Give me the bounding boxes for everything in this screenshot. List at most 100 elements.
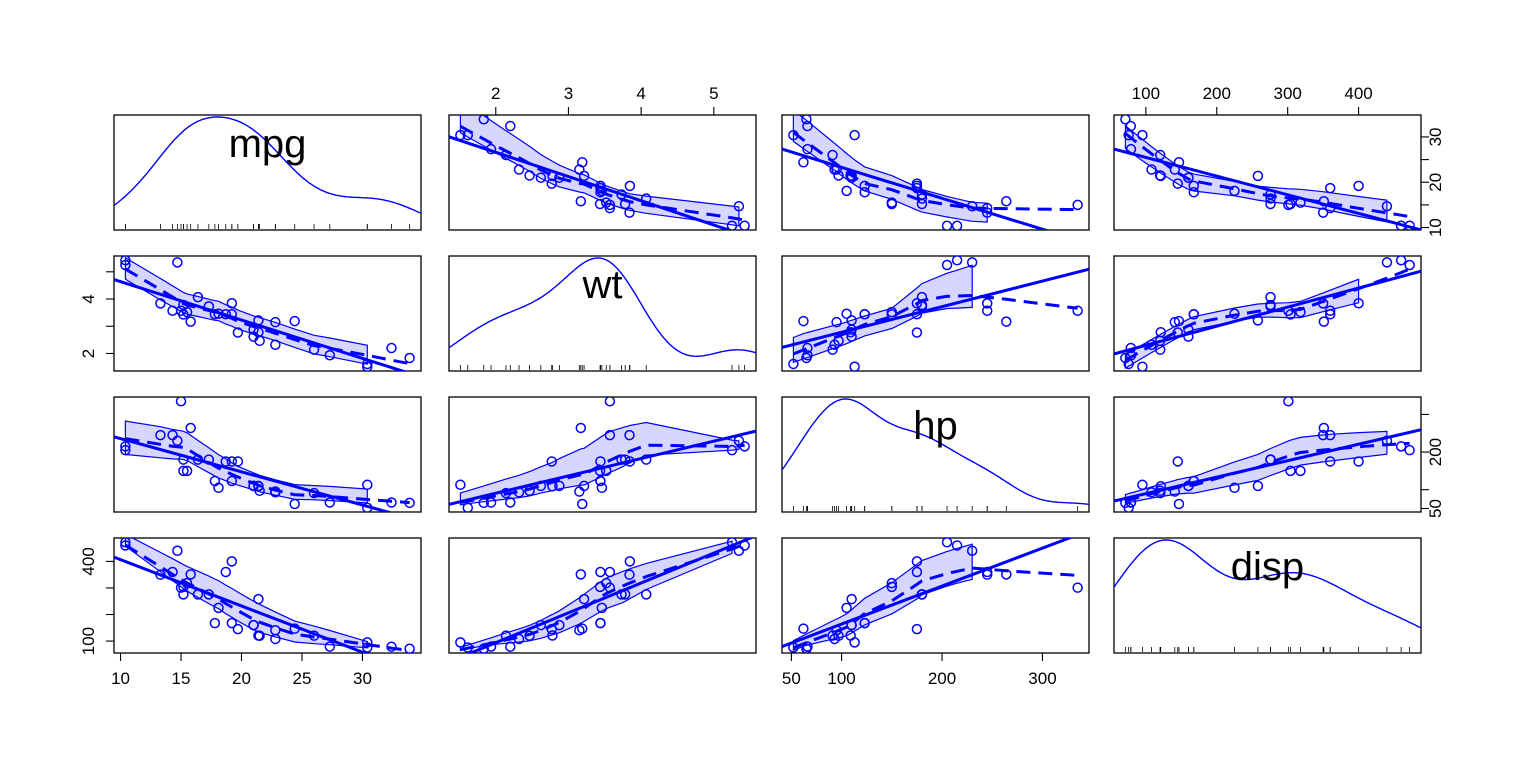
spread-band bbox=[124, 538, 368, 649]
data-point bbox=[941, 220, 953, 230]
data-point bbox=[1155, 149, 1166, 161]
data-point bbox=[232, 456, 244, 467]
data-point bbox=[270, 316, 281, 328]
data-point bbox=[1188, 309, 1200, 320]
data-point bbox=[1324, 305, 1336, 316]
data-point bbox=[505, 120, 516, 132]
data-point bbox=[595, 475, 606, 487]
tick-label: 2 bbox=[491, 84, 500, 103]
tick-label: 400 bbox=[79, 547, 98, 575]
data-point bbox=[1353, 180, 1364, 192]
data-point bbox=[1317, 429, 1329, 441]
panel-mpg-vs-disp bbox=[1113, 114, 1422, 231]
data-point bbox=[505, 641, 516, 652]
data-point bbox=[172, 257, 183, 268]
data-point bbox=[596, 602, 608, 614]
data-point bbox=[1353, 456, 1364, 467]
data-point bbox=[1265, 198, 1276, 210]
data-point bbox=[1173, 315, 1185, 327]
panel-frame bbox=[113, 396, 422, 513]
data-point bbox=[226, 456, 238, 467]
data-point bbox=[575, 422, 587, 434]
data-point bbox=[226, 475, 238, 487]
data-point bbox=[1317, 207, 1329, 218]
tick-label: 4 bbox=[636, 84, 645, 103]
tick-label: 20 bbox=[1426, 173, 1445, 192]
panel-frame bbox=[781, 396, 1090, 513]
data-point bbox=[916, 198, 928, 210]
data-point bbox=[1295, 306, 1306, 318]
data-point bbox=[604, 397, 616, 407]
data-point bbox=[192, 291, 204, 303]
data-point bbox=[1265, 193, 1276, 204]
data-point bbox=[604, 202, 616, 214]
data-point bbox=[596, 482, 608, 494]
data-point bbox=[546, 178, 557, 189]
data-point bbox=[120, 444, 131, 456]
data-point bbox=[833, 170, 844, 181]
data-point bbox=[253, 630, 264, 641]
panel-wt-vs-mpg bbox=[113, 255, 422, 372]
tick-label: 200 bbox=[1426, 438, 1445, 466]
panel-frame bbox=[448, 255, 757, 372]
data-point bbox=[594, 581, 606, 593]
data-point bbox=[289, 315, 300, 327]
data-point bbox=[911, 623, 923, 635]
data-point bbox=[1283, 199, 1294, 211]
data-point bbox=[253, 481, 264, 492]
smoother-line bbox=[792, 566, 1078, 650]
data-point bbox=[1324, 182, 1336, 194]
data-point bbox=[846, 331, 857, 342]
panel-mpg-vs-hp bbox=[781, 114, 1090, 231]
data-point bbox=[841, 185, 852, 197]
data-point bbox=[739, 220, 750, 230]
data-point bbox=[619, 454, 631, 465]
tick-label: 30 bbox=[353, 669, 372, 688]
tick-label: 3 bbox=[564, 84, 573, 103]
tick-label: 4 bbox=[79, 294, 98, 303]
data-point bbox=[595, 566, 606, 578]
data-point bbox=[594, 198, 606, 210]
spread-band bbox=[792, 264, 973, 364]
data-point bbox=[1395, 441, 1407, 452]
data-point bbox=[1146, 164, 1157, 175]
data-point bbox=[513, 164, 525, 175]
data-point bbox=[578, 593, 590, 605]
data-point bbox=[841, 308, 852, 319]
panel-disp-vs-mpg bbox=[113, 537, 422, 654]
tick-label: 15 bbox=[172, 669, 191, 688]
data-point bbox=[213, 602, 224, 614]
data-point bbox=[802, 143, 813, 155]
linear-fit-line bbox=[114, 435, 394, 512]
data-point bbox=[167, 305, 178, 316]
data-point bbox=[911, 297, 923, 309]
data-point bbox=[859, 309, 870, 320]
data-point bbox=[1001, 196, 1012, 207]
data-point bbox=[801, 115, 812, 125]
panel-hp-vs-disp bbox=[1113, 396, 1422, 513]
data-point bbox=[911, 556, 923, 567]
data-point bbox=[911, 566, 923, 578]
data-point bbox=[845, 630, 856, 641]
data-point bbox=[120, 540, 131, 551]
tick-label: 25 bbox=[293, 669, 312, 688]
data-point bbox=[951, 256, 963, 266]
tick-label: 5 bbox=[709, 84, 718, 103]
data-point bbox=[1188, 186, 1200, 198]
linear-fit-line bbox=[114, 278, 408, 371]
data-point bbox=[270, 339, 281, 351]
data-point bbox=[859, 186, 870, 198]
data-point bbox=[802, 350, 813, 361]
data-point bbox=[1155, 170, 1167, 182]
data-point bbox=[220, 566, 232, 578]
data-point bbox=[175, 305, 187, 316]
panel-wt-vs-wt: wt bbox=[448, 255, 757, 372]
panel-frame bbox=[781, 255, 1090, 372]
panel-frame bbox=[113, 114, 422, 231]
data-point bbox=[941, 259, 953, 271]
smoother-line bbox=[459, 124, 745, 222]
data-point bbox=[362, 479, 373, 491]
tick-label: 300 bbox=[1273, 84, 1301, 103]
data-point bbox=[827, 630, 838, 641]
